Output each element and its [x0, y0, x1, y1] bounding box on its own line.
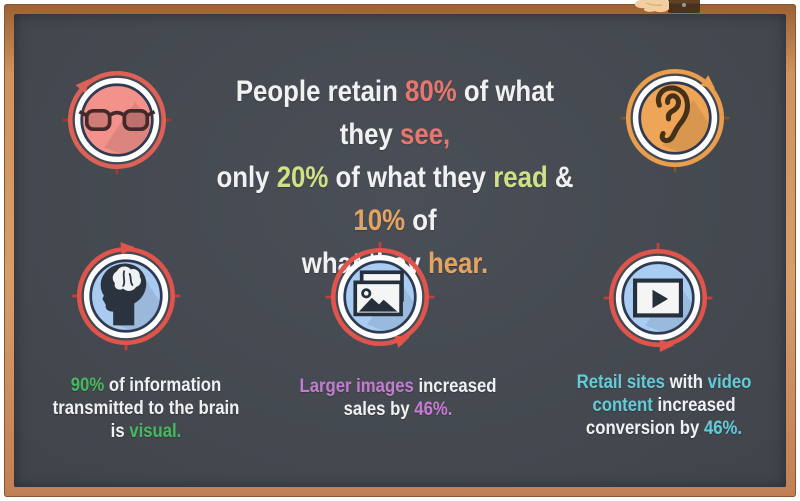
headline-text: of [405, 204, 437, 237]
stat-highlight-90: 90% [70, 375, 105, 396]
headline-highlight-hear: hear. [427, 247, 489, 280]
eyeglasses-badge [62, 65, 172, 175]
headline-line-1: People retain 80% of what they see, [210, 70, 580, 156]
stat-text: increased [413, 376, 497, 397]
stat-video-text: Retail sites with video content increase… [556, 371, 772, 440]
pictures-icon [325, 242, 435, 348]
head-brain-icon [71, 242, 181, 351]
stat-highlight-visual: visual. [129, 421, 182, 442]
stat-highlight-content: content [592, 395, 653, 416]
headline-highlight-see: see, [399, 118, 451, 151]
stat-line: Retail sites with video [556, 371, 772, 394]
stat-line: sales by 46%. [292, 398, 503, 421]
stat-line: is visual. [40, 420, 251, 443]
stat-highlight-video: video [707, 372, 752, 393]
stat-highlight-46: 46%. [703, 418, 743, 439]
ear-badge [620, 63, 730, 173]
stat-highlight-46: 46%. [414, 399, 453, 420]
stat-text: of information [104, 375, 222, 396]
stat-text: increased [652, 395, 736, 416]
headline-highlight-10: 10% [353, 204, 406, 237]
stat-brain-text: 90% of information transmitted to the br… [40, 374, 251, 443]
stat-line: content increased [556, 394, 772, 417]
headline-text: only [216, 161, 277, 194]
hand-eraser-icon [634, 0, 700, 13]
stat-text: sales by [343, 399, 415, 420]
stat-line: transmitted to the brain [40, 397, 251, 420]
brain-badge [71, 241, 181, 351]
stat-highlight-larger-images: Larger images [299, 376, 414, 397]
stat-text: with [664, 372, 708, 393]
headline-text: & [547, 161, 574, 194]
ear-icon [620, 68, 730, 173]
stat-text: is [110, 421, 130, 442]
stat-line: 90% of information [40, 374, 251, 397]
headline-highlight-read: read [493, 161, 548, 194]
stat-line: conversion by 46%. [556, 417, 772, 440]
headline-text: People retain [235, 75, 406, 108]
pictures-badge [325, 242, 435, 352]
video-play-icon [603, 243, 713, 353]
stat-text: conversion by [585, 418, 704, 439]
hand-holding-eraser [628, 0, 706, 15]
video-badge [603, 243, 713, 353]
stat-line: Larger images increased [292, 375, 503, 398]
headline-text: of what they [339, 75, 555, 151]
stat-images-text: Larger images increased sales by 46%. [292, 375, 503, 421]
headline-line-2: only 20% of what they read & 10% of [210, 156, 580, 242]
headline-text: of what they [328, 161, 494, 194]
stat-text: transmitted to the brain [52, 398, 240, 419]
eyeglasses-icon [62, 70, 172, 175]
headline-highlight-20: 20% [276, 161, 329, 194]
stat-highlight-retail: Retail sites [576, 372, 665, 393]
headline-highlight-80: 80% [405, 75, 457, 108]
